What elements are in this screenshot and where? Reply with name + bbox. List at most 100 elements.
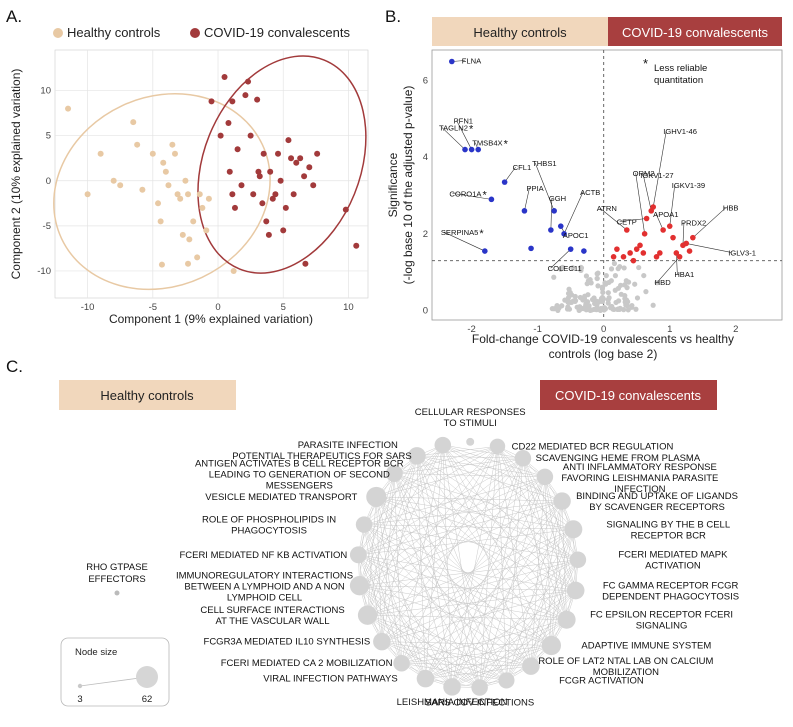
pca-point [254, 96, 261, 103]
network-edges [358, 444, 579, 688]
volcano-up-point [686, 248, 693, 254]
pca-point [290, 191, 297, 198]
volcano-x-axis-title-line2: controls (log base 2) [549, 347, 658, 361]
volcano-down-point [462, 146, 468, 153]
pca-point [234, 146, 241, 153]
network-edge [442, 445, 480, 688]
volcano-leader-line [669, 185, 676, 227]
network-edge [363, 444, 443, 525]
pca-point [277, 177, 284, 184]
network-edge [367, 615, 480, 688]
network-edge [376, 496, 574, 530]
pca-point [272, 191, 279, 198]
pca-point [269, 195, 276, 202]
pca-point [267, 168, 274, 175]
network-edge [530, 501, 563, 667]
network-edge [442, 444, 523, 459]
network-edge [394, 473, 545, 478]
volcano-label-leaders [441, 60, 732, 283]
network-edge [381, 500, 563, 642]
volcano-banner-covid-label: COVID-19 convalescents [622, 25, 768, 40]
volcano-ns-point [632, 281, 638, 287]
pca-y-tick: 5 [46, 131, 51, 142]
volcano-down-point [468, 146, 475, 153]
volcano-label-ggh: GGH [549, 194, 566, 203]
volcano-y-tick: 2 [423, 229, 428, 240]
volcano-leader-line [524, 187, 530, 211]
network-edge [506, 529, 574, 681]
volcano-label-flna: FLNA [462, 56, 482, 65]
network-edge [381, 641, 552, 646]
network-node-label: LEADING TO GENERATION OF SECOND [209, 470, 390, 481]
network-node-label: SIGNALING [636, 621, 688, 632]
network-edge [376, 496, 552, 646]
network-edge [530, 559, 579, 667]
network-node-label: VESICLE MEDIATED TRANSPORT [205, 492, 357, 503]
network-edge [363, 524, 383, 642]
volcano-x-tick: -2 [467, 324, 475, 335]
volcano-ns-point [629, 304, 635, 310]
network-banner-healthy [59, 380, 236, 410]
pca-point [306, 164, 313, 171]
network-edge [359, 585, 453, 688]
network-node [373, 632, 391, 651]
network-node [349, 575, 370, 596]
volcano-ns-point [578, 265, 585, 271]
volcano-leader-line [657, 256, 680, 283]
volcano-label-star: * [504, 139, 509, 151]
volcano-note-star: * [643, 56, 648, 71]
pca-ellipses [53, 55, 367, 291]
volcano-ns-point [633, 306, 639, 312]
network-edge [401, 662, 507, 681]
pca-point [302, 260, 309, 267]
network-edge [381, 641, 507, 681]
pca-x-axis-title: Component 1 (9% explained variation) [109, 312, 313, 326]
pca-point [250, 191, 257, 198]
volcano-ns-point [636, 264, 642, 271]
network-edge [358, 554, 576, 591]
volcano-label-star: * [483, 189, 488, 201]
network-edge [359, 585, 576, 591]
network-nodes [349, 436, 587, 696]
network-edge [497, 446, 576, 591]
network-node [434, 436, 452, 454]
volcano-ns-point [608, 266, 615, 272]
network-edge [358, 554, 567, 620]
volcano-label-coro1a: CORO1A* [449, 189, 487, 201]
volcano-ns-point [605, 290, 611, 296]
network-edge [479, 446, 498, 688]
pca-point [134, 141, 141, 148]
network-edge [479, 529, 574, 688]
network-edge [416, 455, 426, 679]
volcano-nonsignificant-points [549, 260, 660, 313]
network-edge [394, 446, 498, 474]
pca-point [217, 132, 224, 139]
pca-point [157, 218, 164, 225]
volcano-up-point [624, 227, 630, 233]
pca-point [205, 195, 212, 202]
network-edge [363, 524, 532, 667]
network-node-label: FCERI MEDIATED MAPK [618, 550, 728, 561]
pca-point [231, 204, 238, 211]
volcano-point-labels: FLNA TAGLN2*PFN1 TMSB4X* CFL1 CORO1A* PPIA THB… [439, 56, 756, 286]
volcano-plot-area [431, 49, 783, 321]
volcano-down-point [548, 227, 554, 233]
network-edge [363, 524, 426, 679]
network-edge [416, 455, 480, 688]
network-edge [358, 554, 426, 679]
pca-point [297, 155, 304, 162]
network-edge [363, 524, 402, 664]
volcano-down-point [488, 196, 495, 203]
node-size-legend-max-circle [136, 666, 158, 688]
pca-point [84, 191, 91, 198]
pca-chart: Healthy controls COVID-19 convalescents … [9, 25, 369, 326]
volcano-up-point [620, 254, 627, 260]
volcano-label-orm2: ORM2 [633, 169, 655, 178]
network-edge [506, 501, 563, 681]
volcano-ns-point [595, 270, 601, 276]
volcano-ns-point [603, 281, 609, 287]
volcano-ns-point [603, 273, 609, 279]
volcano-down-point [581, 248, 587, 254]
network-edge [358, 554, 552, 646]
